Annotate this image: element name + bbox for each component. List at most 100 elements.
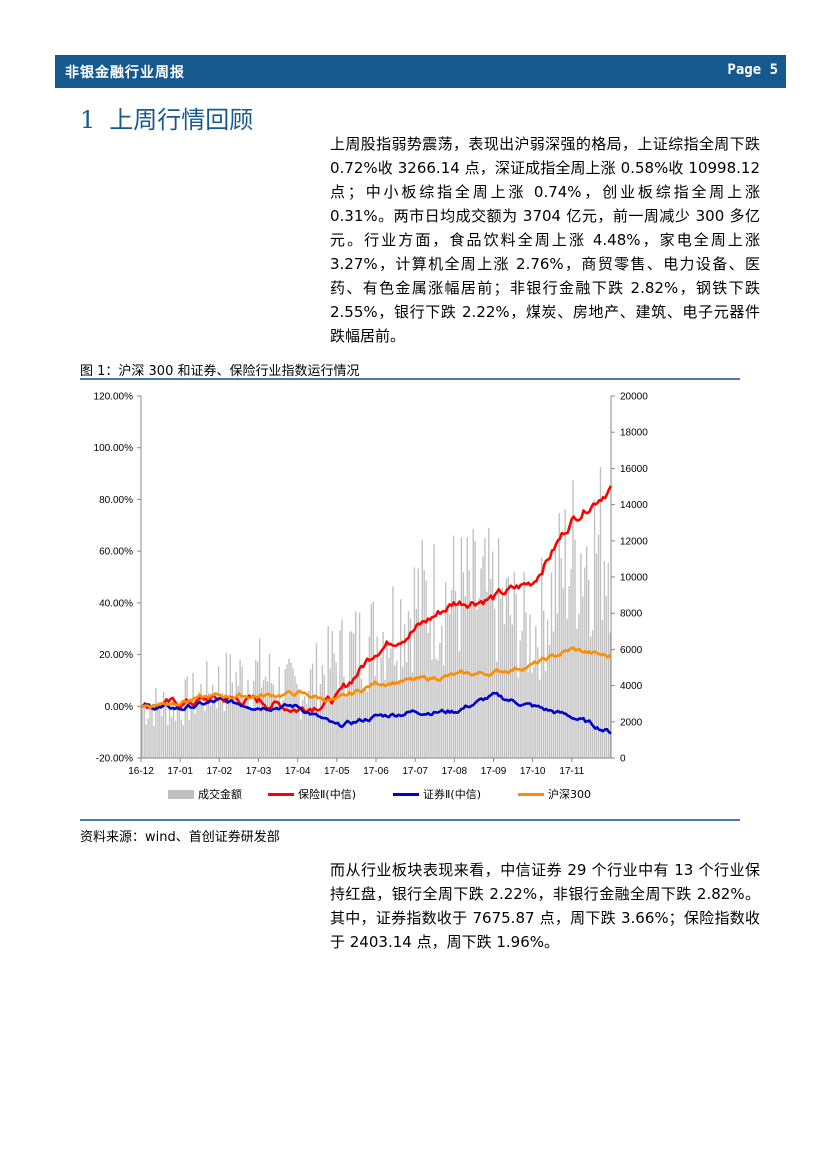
volume-bar <box>145 724 147 758</box>
figure-top-rule <box>80 378 740 380</box>
volume-bar <box>490 579 492 758</box>
volume-bar <box>331 631 333 758</box>
volume-bar <box>180 719 183 758</box>
volume-bar <box>356 674 359 758</box>
volume-bar <box>268 653 271 758</box>
volume-bar <box>468 570 470 758</box>
volume-bar <box>292 668 294 758</box>
volume-bar <box>368 636 371 758</box>
volume-bar <box>607 562 609 758</box>
volume-bar <box>452 535 455 758</box>
x-tick-label: 17-05 <box>324 766 350 777</box>
volume-bar <box>576 628 578 758</box>
volume-bar <box>225 652 228 758</box>
volume-bar <box>210 705 212 758</box>
volume-bar <box>558 513 560 758</box>
left-tick-label: 120.00% <box>94 392 134 403</box>
volume-bar <box>353 633 355 758</box>
volume-bar <box>296 683 298 758</box>
volume-bar <box>482 556 484 758</box>
left-tick-label: 100.00% <box>94 443 134 454</box>
volume-bar <box>372 601 374 758</box>
volume-bar <box>507 576 510 758</box>
series-line-1 <box>140 485 613 715</box>
volume-bar <box>360 678 363 758</box>
volume-bar <box>280 708 282 758</box>
volume-bar <box>509 615 512 758</box>
volume-bar <box>527 671 529 758</box>
right-tick-label: 2000 <box>620 717 643 728</box>
volume-bar <box>155 688 157 758</box>
volume-bar <box>409 618 412 758</box>
right-tick-label: 0 <box>620 754 626 765</box>
volume-bar <box>141 707 143 758</box>
volume-bar <box>329 668 331 758</box>
volume-bar <box>474 541 476 758</box>
volume-bar <box>546 619 549 758</box>
volume-bar <box>339 630 341 758</box>
volume-bar <box>196 700 198 758</box>
figure-source: 资料来源：wind、首创证券研发部 <box>80 830 280 845</box>
volume-bar <box>278 666 280 758</box>
volume-bar <box>215 708 218 758</box>
volume-bar <box>405 662 408 758</box>
x-tick-label: 17-10 <box>520 766 546 777</box>
volume-bar <box>392 586 394 758</box>
volume-bar <box>531 672 533 758</box>
volume-bar <box>403 624 406 758</box>
volume-bar <box>590 636 592 758</box>
volume-bar <box>394 665 396 758</box>
volume-bar <box>464 596 466 758</box>
right-tick-label: 8000 <box>620 609 643 620</box>
volume-bar <box>178 704 181 758</box>
volume-bar <box>460 537 463 758</box>
left-tick-label: 60.00% <box>99 547 133 558</box>
volume-bar <box>219 693 222 758</box>
legend-swatch <box>168 790 194 799</box>
volume-bar <box>176 701 179 758</box>
volume-bar <box>505 578 508 758</box>
volume-bar <box>543 610 545 758</box>
volume-bar <box>603 561 606 758</box>
volume-bar <box>366 691 369 758</box>
volume-bar <box>499 598 502 758</box>
volume-bar <box>511 624 513 758</box>
volume-bar <box>202 705 204 758</box>
volume-bar <box>435 658 437 758</box>
volume-bar <box>496 661 498 758</box>
volume-bar <box>560 558 562 758</box>
volume-bar <box>308 690 310 758</box>
volume-bar <box>200 683 202 758</box>
volume-bar <box>343 676 345 758</box>
volume-bar <box>488 527 490 758</box>
volume-bar <box>266 681 269 758</box>
volume-bar <box>378 684 380 758</box>
volume-bar <box>550 572 553 758</box>
volume-bar <box>257 662 259 758</box>
x-tick-label: 17-08 <box>442 766 468 777</box>
volume-bar <box>184 679 186 758</box>
volume-bar <box>478 597 480 758</box>
section-heading: 1 上周行情回顾 <box>80 100 253 135</box>
report-title: 非银金融行业周报 <box>65 65 185 81</box>
volume-bar <box>402 667 404 758</box>
volume-bar <box>208 693 210 758</box>
volume-bar <box>237 685 239 758</box>
x-tick-label: 17-03 <box>246 766 272 777</box>
volume-bar <box>556 613 559 758</box>
volume-bar <box>421 540 423 758</box>
volume-bar <box>539 679 541 758</box>
x-tick-label: 17-01 <box>167 766 193 777</box>
volume-bar <box>554 550 557 758</box>
figure-caption: 图 1：沪深 300 和证券、保险行业指数运行情况 <box>80 364 360 379</box>
volume-bar <box>223 711 226 758</box>
volume-bar <box>415 608 418 758</box>
volume-bar <box>192 672 194 758</box>
volume-bar <box>245 696 247 758</box>
volume-bar <box>599 466 602 758</box>
volume-bar <box>517 677 519 758</box>
volume-bar <box>466 537 468 758</box>
volume-bar <box>294 676 296 758</box>
right-tick-label: 6000 <box>620 645 643 656</box>
volume-bar <box>578 613 580 758</box>
